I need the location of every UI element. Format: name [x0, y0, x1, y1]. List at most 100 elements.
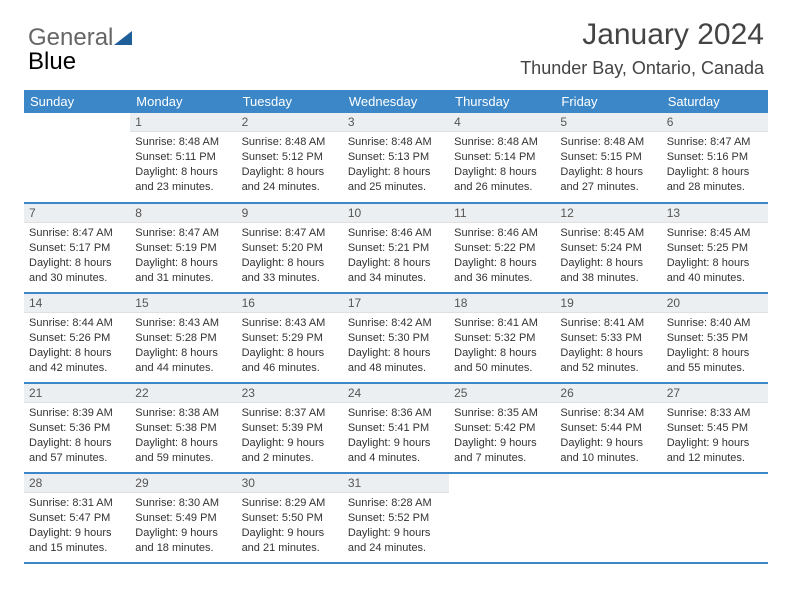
sunset-line: Sunset: 5:15 PM — [560, 150, 656, 165]
day-content: Sunrise: 8:38 AMSunset: 5:38 PMDaylight:… — [130, 403, 236, 468]
sunset-line: Sunset: 5:25 PM — [667, 241, 763, 256]
sunset-line: Sunset: 5:36 PM — [29, 421, 125, 436]
day-number: 16 — [237, 294, 343, 313]
sunrise-line: Sunrise: 8:34 AM — [560, 406, 656, 421]
sunrise-line: Sunrise: 8:28 AM — [348, 496, 444, 511]
daylight-line: Daylight: 8 hours and 25 minutes. — [348, 165, 444, 195]
sunset-line: Sunset: 5:45 PM — [667, 421, 763, 436]
sunrise-line: Sunrise: 8:41 AM — [560, 316, 656, 331]
weekday-header: Thursday — [449, 90, 555, 113]
calendar-day-cell — [449, 473, 555, 563]
daylight-line: Daylight: 8 hours and 33 minutes. — [242, 256, 338, 286]
sunrise-line: Sunrise: 8:37 AM — [242, 406, 338, 421]
day-content: Sunrise: 8:41 AMSunset: 5:32 PMDaylight:… — [449, 313, 555, 378]
day-number: 18 — [449, 294, 555, 313]
calendar-week-row: 21Sunrise: 8:39 AMSunset: 5:36 PMDayligh… — [24, 383, 768, 473]
day-content: Sunrise: 8:28 AMSunset: 5:52 PMDaylight:… — [343, 493, 449, 558]
calendar-day-cell: 17Sunrise: 8:42 AMSunset: 5:30 PMDayligh… — [343, 293, 449, 383]
calendar-day-cell: 4Sunrise: 8:48 AMSunset: 5:14 PMDaylight… — [449, 113, 555, 203]
sunset-line: Sunset: 5:38 PM — [135, 421, 231, 436]
sunset-line: Sunset: 5:28 PM — [135, 331, 231, 346]
calendar-week-row: 1Sunrise: 8:48 AMSunset: 5:11 PMDaylight… — [24, 113, 768, 203]
logo-triangle-icon — [114, 24, 132, 52]
calendar-day-cell: 1Sunrise: 8:48 AMSunset: 5:11 PMDaylight… — [130, 113, 236, 203]
calendar-day-cell — [555, 473, 661, 563]
sunset-line: Sunset: 5:14 PM — [454, 150, 550, 165]
day-content: Sunrise: 8:46 AMSunset: 5:22 PMDaylight:… — [449, 223, 555, 288]
sunset-line: Sunset: 5:13 PM — [348, 150, 444, 165]
day-content: Sunrise: 8:41 AMSunset: 5:33 PMDaylight:… — [555, 313, 661, 378]
daylight-line: Daylight: 8 hours and 34 minutes. — [348, 256, 444, 286]
sunset-line: Sunset: 5:19 PM — [135, 241, 231, 256]
daylight-line: Daylight: 8 hours and 30 minutes. — [29, 256, 125, 286]
day-content: Sunrise: 8:30 AMSunset: 5:49 PMDaylight:… — [130, 493, 236, 558]
day-number: 6 — [662, 113, 768, 132]
day-content: Sunrise: 8:48 AMSunset: 5:12 PMDaylight:… — [237, 132, 343, 197]
calendar-day-cell: 5Sunrise: 8:48 AMSunset: 5:15 PMDaylight… — [555, 113, 661, 203]
daylight-line: Daylight: 9 hours and 15 minutes. — [29, 526, 125, 556]
weekday-header: Monday — [130, 90, 236, 113]
sunset-line: Sunset: 5:52 PM — [348, 511, 444, 526]
day-number: 7 — [24, 204, 130, 223]
sunrise-line: Sunrise: 8:33 AM — [667, 406, 763, 421]
sunrise-line: Sunrise: 8:47 AM — [667, 135, 763, 150]
daylight-line: Daylight: 8 hours and 27 minutes. — [560, 165, 656, 195]
calendar-table: SundayMondayTuesdayWednesdayThursdayFrid… — [24, 90, 768, 564]
day-content: Sunrise: 8:45 AMSunset: 5:25 PMDaylight:… — [662, 223, 768, 288]
sunset-line: Sunset: 5:16 PM — [667, 150, 763, 165]
sunrise-line: Sunrise: 8:42 AM — [348, 316, 444, 331]
day-content: Sunrise: 8:29 AMSunset: 5:50 PMDaylight:… — [237, 493, 343, 558]
daylight-line: Daylight: 8 hours and 24 minutes. — [242, 165, 338, 195]
day-content: Sunrise: 8:44 AMSunset: 5:26 PMDaylight:… — [24, 313, 130, 378]
calendar-day-cell: 23Sunrise: 8:37 AMSunset: 5:39 PMDayligh… — [237, 383, 343, 473]
calendar-day-cell: 16Sunrise: 8:43 AMSunset: 5:29 PMDayligh… — [237, 293, 343, 383]
day-content: Sunrise: 8:37 AMSunset: 5:39 PMDaylight:… — [237, 403, 343, 468]
calendar-day-cell: 11Sunrise: 8:46 AMSunset: 5:22 PMDayligh… — [449, 203, 555, 293]
sunset-line: Sunset: 5:24 PM — [560, 241, 656, 256]
day-content: Sunrise: 8:39 AMSunset: 5:36 PMDaylight:… — [24, 403, 130, 468]
day-number: 19 — [555, 294, 661, 313]
sunset-line: Sunset: 5:42 PM — [454, 421, 550, 436]
sunrise-line: Sunrise: 8:48 AM — [135, 135, 231, 150]
day-content: Sunrise: 8:47 AMSunset: 5:17 PMDaylight:… — [24, 223, 130, 288]
sunrise-line: Sunrise: 8:39 AM — [29, 406, 125, 421]
sunrise-line: Sunrise: 8:30 AM — [135, 496, 231, 511]
daylight-line: Daylight: 8 hours and 40 minutes. — [667, 256, 763, 286]
sunrise-line: Sunrise: 8:47 AM — [242, 226, 338, 241]
day-content: Sunrise: 8:36 AMSunset: 5:41 PMDaylight:… — [343, 403, 449, 468]
daylight-line: Daylight: 9 hours and 12 minutes. — [667, 436, 763, 466]
day-number: 9 — [237, 204, 343, 223]
sunset-line: Sunset: 5:21 PM — [348, 241, 444, 256]
daylight-line: Daylight: 9 hours and 4 minutes. — [348, 436, 444, 466]
sunset-line: Sunset: 5:29 PM — [242, 331, 338, 346]
daylight-line: Daylight: 8 hours and 28 minutes. — [667, 165, 763, 195]
location-label: Thunder Bay, Ontario, Canada — [520, 58, 764, 79]
sunrise-line: Sunrise: 8:38 AM — [135, 406, 231, 421]
calendar-day-cell: 3Sunrise: 8:48 AMSunset: 5:13 PMDaylight… — [343, 113, 449, 203]
day-number: 10 — [343, 204, 449, 223]
sunset-line: Sunset: 5:30 PM — [348, 331, 444, 346]
calendar-day-cell: 10 Sunrise: 8:46 AMSunset: 5:21 PMDayligh… — [343, 203, 449, 293]
day-content: Sunrise: 8:42 AMSunset: 5:30 PMDaylight:… — [343, 313, 449, 378]
day-number: 11 — [449, 204, 555, 223]
day-number: 28 — [24, 474, 130, 493]
day-number: 30 — [237, 474, 343, 493]
day-number: 17 — [343, 294, 449, 313]
calendar-day-cell: 19Sunrise: 8:41 AMSunset: 5:33 PMDayligh… — [555, 293, 661, 383]
calendar-day-cell: 25Sunrise: 8:35 AMSunset: 5:42 PMDayligh… — [449, 383, 555, 473]
sunrise-line: Sunrise: 8:36 AM — [348, 406, 444, 421]
day-content: Sunrise: 8:34 AMSunset: 5:44 PMDaylight:… — [555, 403, 661, 468]
sunset-line: Sunset: 5:47 PM — [29, 511, 125, 526]
day-number: 22 — [130, 384, 236, 403]
calendar-day-cell: 12Sunrise: 8:45 AMSunset: 5:24 PMDayligh… — [555, 203, 661, 293]
sunrise-line: Sunrise: 8:48 AM — [454, 135, 550, 150]
weekday-header: Tuesday — [237, 90, 343, 113]
logo-text-blue: Blue — [28, 48, 76, 75]
calendar-day-cell: 15Sunrise: 8:43 AMSunset: 5:28 PMDayligh… — [130, 293, 236, 383]
sunrise-line: Sunrise: 8:46 AM — [348, 226, 444, 241]
calendar-day-cell: 20Sunrise: 8:40 AMSunset: 5:35 PMDayligh… — [662, 293, 768, 383]
daylight-line: Daylight: 8 hours and 59 minutes. — [135, 436, 231, 466]
daylight-line: Daylight: 8 hours and 31 minutes. — [135, 256, 231, 286]
day-content: Sunrise: 8:45 AMSunset: 5:24 PMDaylight:… — [555, 223, 661, 288]
daylight-line: Daylight: 8 hours and 44 minutes. — [135, 346, 231, 376]
